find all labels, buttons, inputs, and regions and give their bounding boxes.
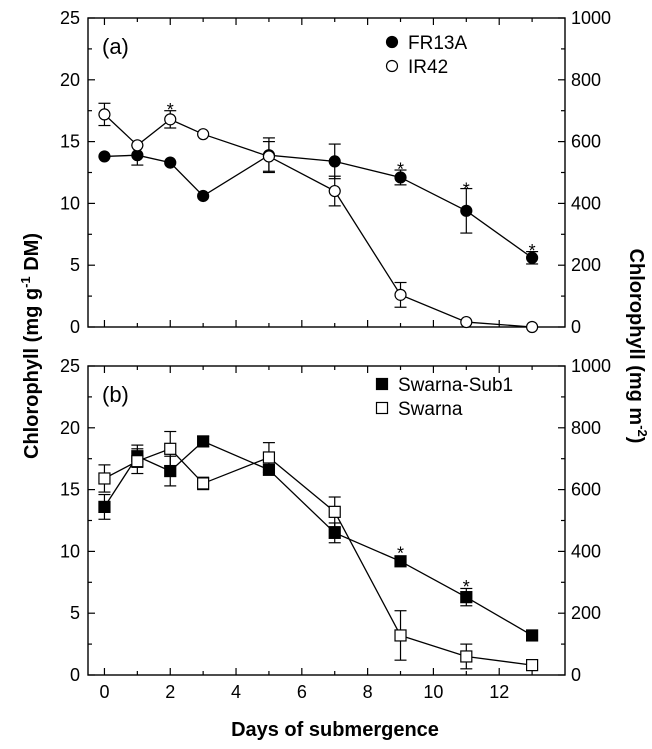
y2-tick-label: 200 xyxy=(571,603,601,623)
x-tick-label: 10 xyxy=(423,682,443,702)
significance-mark: * xyxy=(463,179,470,199)
data-point xyxy=(262,451,276,464)
y2-tick-label: 400 xyxy=(571,541,601,561)
data-point xyxy=(328,505,341,518)
x-tick-label: 6 xyxy=(297,682,307,702)
data-point xyxy=(197,477,210,490)
data-point xyxy=(98,500,111,514)
y2-tick-label: 800 xyxy=(571,70,601,90)
x-axis-label: Days of submergence xyxy=(231,719,439,741)
y-tick-label: 0 xyxy=(70,317,80,337)
legend-marker xyxy=(385,35,399,49)
series-line-2 xyxy=(104,448,533,666)
plot-frame xyxy=(87,17,566,328)
y-axis-label-left: Chlorophyll (mg g-1 DM) xyxy=(18,233,43,459)
data-point xyxy=(394,555,407,568)
panel-a: 0 5 10 15 20 25 0 200 400 600 800 1000 (a) * * * * FR13A I… xyxy=(60,8,611,337)
data-point xyxy=(460,650,473,663)
data-point xyxy=(98,108,111,121)
y-tick-label: 0 xyxy=(70,665,80,685)
data-point xyxy=(526,251,539,264)
x-tick-label: 12 xyxy=(489,682,509,702)
y2-tick-label: 600 xyxy=(571,480,601,500)
data-point xyxy=(164,156,177,169)
legend-label: FR13A xyxy=(408,33,467,54)
data-point xyxy=(197,189,210,203)
data-point xyxy=(526,629,539,642)
data-point xyxy=(164,113,177,126)
y2-tick-label: 800 xyxy=(571,418,601,438)
y-tick-label: 10 xyxy=(60,193,80,213)
plot-frame xyxy=(87,365,566,676)
data-point xyxy=(394,629,407,642)
data-point xyxy=(197,435,210,448)
data-point xyxy=(460,315,473,329)
legend-marker xyxy=(375,377,389,391)
data-point xyxy=(131,139,144,152)
data-point xyxy=(131,455,144,468)
panel-label: (a) xyxy=(102,34,129,59)
y-tick-label: 20 xyxy=(60,418,80,438)
x-tick-label: 4 xyxy=(231,682,241,702)
y-tick-label: 10 xyxy=(60,541,80,561)
y2-tick-label: 0 xyxy=(571,665,581,685)
y-tick-label: 20 xyxy=(60,70,80,90)
y2-tick-label: 400 xyxy=(571,193,601,213)
y2-tick-label: 1000 xyxy=(571,356,611,376)
y-tick-label: 5 xyxy=(70,603,80,623)
y-tick-label: 15 xyxy=(60,480,80,500)
panel-label: (b) xyxy=(102,382,129,407)
significance-mark: * xyxy=(397,543,404,563)
x-tick-label: 0 xyxy=(99,682,109,702)
x-tick-label: 2 xyxy=(165,682,175,702)
y2-tick-label: 0 xyxy=(571,317,581,337)
data-point xyxy=(164,442,177,455)
data-point xyxy=(328,526,341,539)
data-point xyxy=(98,472,111,485)
data-point xyxy=(526,320,539,334)
significance-mark: * xyxy=(167,100,174,120)
y-tick-label: 5 xyxy=(70,255,80,275)
data-point xyxy=(197,128,210,141)
series-line-2 xyxy=(104,113,533,328)
data-point xyxy=(328,184,341,198)
data-point xyxy=(526,659,539,672)
y-tick-label: 25 xyxy=(60,356,80,376)
y2-tick-label: 1000 xyxy=(571,8,611,28)
y-axis-label-right: Chlorophyll (mg m-2) xyxy=(625,249,650,444)
legend-label: IR42 xyxy=(408,57,448,78)
legend-marker xyxy=(375,401,389,415)
data-point xyxy=(164,464,177,478)
panel-b: 0 5 10 15 20 25 0 200 400 600 800 1000 0 2 4 6 8 10 12 (b) *… xyxy=(60,356,611,702)
significance-mark: * xyxy=(529,241,536,261)
data-point xyxy=(328,155,341,168)
y2-tick-label: 200 xyxy=(571,255,601,275)
y-tick-label: 15 xyxy=(60,132,80,152)
significance-mark: * xyxy=(397,160,404,180)
data-point xyxy=(460,204,473,217)
data-point xyxy=(98,150,111,163)
legend-label: Swarna-Sub1 xyxy=(398,375,513,396)
legend-marker xyxy=(385,59,399,73)
legend-label: Swarna xyxy=(398,399,463,420)
significance-mark: * xyxy=(463,577,470,597)
y-tick-label: 25 xyxy=(60,8,80,28)
data-point xyxy=(394,171,407,184)
data-point xyxy=(394,288,407,301)
x-tick-label: 8 xyxy=(363,682,373,702)
data-point xyxy=(460,591,473,604)
y2-tick-label: 600 xyxy=(571,132,601,152)
data-point xyxy=(262,150,276,163)
